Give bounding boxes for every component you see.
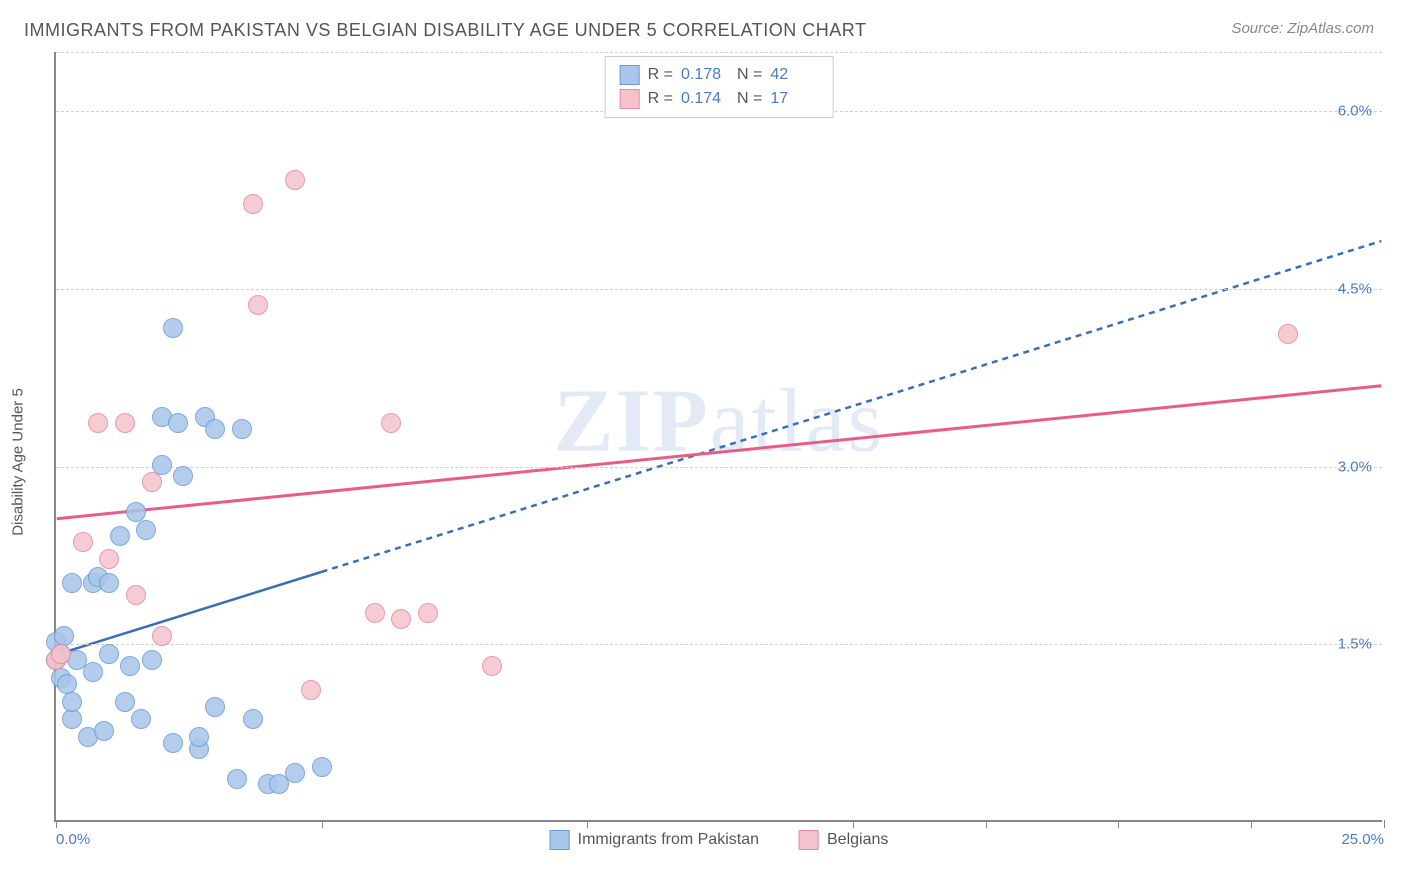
gridline (56, 644, 1382, 645)
gridline (56, 467, 1382, 468)
x-tick (56, 820, 57, 828)
data-point-pakistan (173, 466, 193, 486)
x-tick-label: 0.0% (56, 831, 90, 848)
y-tick-label: 3.0% (1338, 458, 1372, 475)
legend-item-pakistan: Immigrants from Pakistan (550, 830, 759, 850)
x-tick (986, 820, 987, 828)
r-label: R = (648, 90, 673, 108)
data-point-pakistan (94, 721, 114, 741)
data-point-belgians (73, 532, 93, 552)
data-point-belgians (88, 413, 108, 433)
data-point-pakistan (163, 318, 183, 338)
data-point-pakistan (99, 573, 119, 593)
legend-series: Immigrants from Pakistan Belgians (550, 830, 889, 850)
data-point-belgians (365, 603, 385, 623)
data-point-belgians (115, 413, 135, 433)
gridline (56, 289, 1382, 290)
legend-swatch (550, 830, 570, 850)
data-point-belgians (142, 472, 162, 492)
data-point-pakistan (142, 650, 162, 670)
gridline (56, 52, 1382, 53)
data-point-pakistan (99, 644, 119, 664)
data-point-pakistan (54, 626, 74, 646)
legend-swatch (620, 89, 640, 109)
data-point-belgians (126, 585, 146, 605)
x-tick (1384, 820, 1385, 828)
legend-item-belgians: Belgians (799, 830, 888, 850)
data-point-belgians (1278, 324, 1298, 344)
data-point-pakistan (205, 697, 225, 717)
legend-stats-row: R = 0.174 N = 17 (620, 87, 819, 111)
n-label: N = (737, 66, 762, 84)
x-tick (853, 820, 854, 828)
data-point-belgians (285, 170, 305, 190)
data-point-belgians (381, 413, 401, 433)
data-point-pakistan (312, 757, 332, 777)
chart-title: IMMIGRANTS FROM PAKISTAN VS BELGIAN DISA… (24, 20, 866, 41)
legend-stats-row: R = 0.178 N = 42 (620, 63, 819, 87)
data-point-belgians (301, 680, 321, 700)
y-axis-label: Disability Age Under 5 (10, 388, 27, 536)
y-tick-label: 4.5% (1338, 280, 1372, 297)
data-point-pakistan (152, 455, 172, 475)
r-value: 0.174 (681, 90, 729, 108)
watermark: ZIPatlas (554, 369, 885, 472)
legend-stats: R = 0.178 N = 42 R = 0.174 N = 17 (605, 56, 834, 118)
data-point-pakistan (136, 520, 156, 540)
plot-area: ZIPatlas R =0.178N =42R =0.174N =17 Immi… (54, 52, 1382, 822)
data-point-pakistan (126, 502, 146, 522)
data-point-pakistan (232, 419, 252, 439)
data-point-belgians (243, 194, 263, 214)
legend-label: Immigrants from Pakistan (578, 831, 759, 849)
chart-source: Source: ZipAtlas.com (1231, 20, 1374, 37)
data-point-pakistan (110, 526, 130, 546)
data-point-belgians (248, 295, 268, 315)
data-point-pakistan (62, 692, 82, 712)
r-value: 0.178 (681, 66, 729, 84)
r-label: R = (648, 66, 673, 84)
x-tick (1251, 820, 1252, 828)
legend-label: Belgians (827, 831, 888, 849)
data-point-belgians (482, 656, 502, 676)
data-point-pakistan (205, 419, 225, 439)
legend-swatch (799, 830, 819, 850)
data-point-pakistan (189, 727, 209, 747)
data-point-pakistan (285, 763, 305, 783)
trendline-belgians (57, 386, 1382, 519)
data-point-pakistan (62, 709, 82, 729)
x-tick-label: 25.0% (1341, 831, 1384, 848)
x-tick (1118, 820, 1119, 828)
n-label: N = (737, 90, 762, 108)
data-point-belgians (51, 644, 71, 664)
n-value: 42 (770, 66, 818, 84)
data-point-belgians (99, 549, 119, 569)
data-point-pakistan (227, 769, 247, 789)
trend-lines (56, 52, 1382, 820)
x-tick (587, 820, 588, 828)
n-value: 17 (770, 90, 818, 108)
data-point-pakistan (131, 709, 151, 729)
data-point-pakistan (163, 733, 183, 753)
chart-container: Disability Age Under 5 ZIPatlas R =0.178… (24, 52, 1382, 872)
data-point-belgians (391, 609, 411, 629)
data-point-pakistan (83, 662, 103, 682)
data-point-pakistan (243, 709, 263, 729)
data-point-belgians (418, 603, 438, 623)
y-tick-label: 6.0% (1338, 103, 1372, 120)
data-point-pakistan (62, 573, 82, 593)
data-point-belgians (152, 626, 172, 646)
x-tick (322, 820, 323, 828)
data-point-pakistan (168, 413, 188, 433)
legend-swatch (620, 65, 640, 85)
y-tick-label: 1.5% (1338, 636, 1372, 653)
data-point-pakistan (120, 656, 140, 676)
trendline-pakistan-proj (322, 241, 1382, 572)
data-point-pakistan (115, 692, 135, 712)
